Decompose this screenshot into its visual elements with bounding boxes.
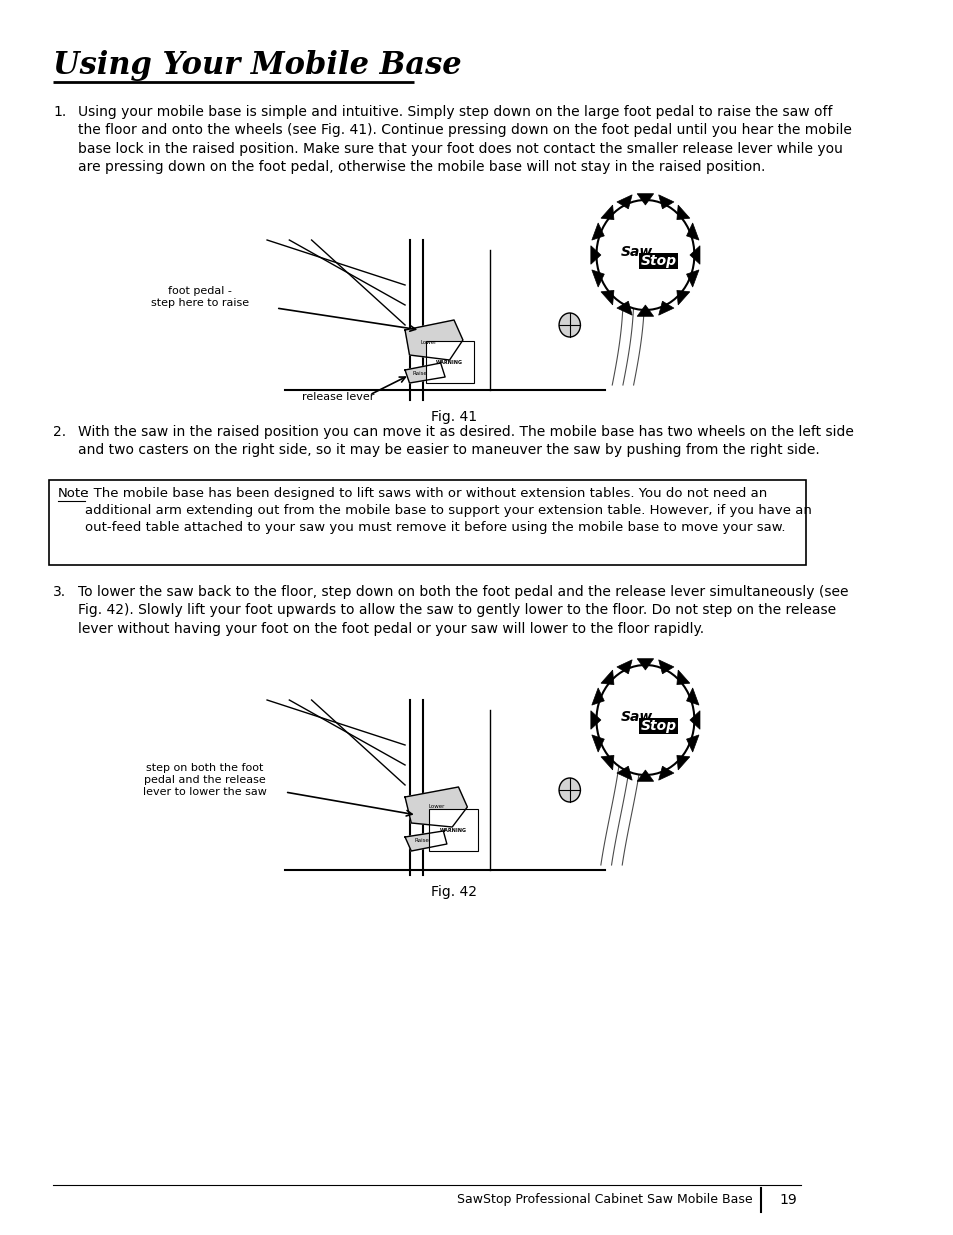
Polygon shape <box>600 205 614 220</box>
Text: Fig. 41: Fig. 41 <box>431 410 476 424</box>
Text: Stop: Stop <box>640 254 676 268</box>
Text: Fig. 42: Fig. 42 <box>431 885 476 899</box>
Text: 1.: 1. <box>53 105 67 119</box>
Polygon shape <box>600 756 614 769</box>
Polygon shape <box>658 659 673 674</box>
Bar <box>49 480 805 564</box>
Polygon shape <box>677 290 689 305</box>
Polygon shape <box>617 195 632 209</box>
Circle shape <box>596 664 694 776</box>
Circle shape <box>558 778 579 802</box>
Text: Raise: Raise <box>415 839 429 844</box>
Text: Note: Note <box>58 487 90 500</box>
Polygon shape <box>591 270 603 287</box>
Text: Using Your Mobile Base: Using Your Mobile Base <box>53 49 461 82</box>
Circle shape <box>558 312 579 337</box>
Text: foot pedal -
step here to raise: foot pedal - step here to raise <box>152 287 249 308</box>
Text: Stop: Stop <box>640 719 676 734</box>
Text: 19: 19 <box>779 1193 796 1207</box>
Polygon shape <box>689 710 700 729</box>
Polygon shape <box>405 363 445 383</box>
Polygon shape <box>591 735 603 752</box>
Polygon shape <box>405 320 462 359</box>
Polygon shape <box>658 301 673 315</box>
Polygon shape <box>686 735 699 752</box>
Polygon shape <box>617 301 632 315</box>
Text: release lever: release lever <box>302 391 375 403</box>
Polygon shape <box>590 710 600 729</box>
Polygon shape <box>637 769 653 782</box>
Polygon shape <box>686 688 699 705</box>
Text: WARNING: WARNING <box>439 827 466 832</box>
Polygon shape <box>686 270 699 287</box>
Polygon shape <box>637 305 653 316</box>
Polygon shape <box>591 688 603 705</box>
Polygon shape <box>686 224 699 240</box>
Text: Saw: Saw <box>619 710 652 724</box>
Polygon shape <box>677 205 689 220</box>
Text: With the saw in the raised position you can move it as desired. The mobile base : With the saw in the raised position you … <box>78 425 853 457</box>
Polygon shape <box>600 290 614 305</box>
Polygon shape <box>637 194 653 205</box>
Polygon shape <box>590 246 600 264</box>
Polygon shape <box>591 224 603 240</box>
Polygon shape <box>405 787 467 827</box>
Polygon shape <box>689 246 700 264</box>
Polygon shape <box>658 766 673 781</box>
Bar <box>425 341 474 383</box>
Bar <box>429 809 477 851</box>
Text: To lower the saw back to the floor, step down on both the foot pedal and the rel: To lower the saw back to the floor, step… <box>78 585 848 636</box>
Polygon shape <box>658 195 673 209</box>
Text: Using your mobile base is simple and intuitive. Simply step down on the large fo: Using your mobile base is simple and int… <box>78 105 851 174</box>
Text: 3.: 3. <box>53 585 67 599</box>
Text: Lower: Lower <box>420 341 436 346</box>
Polygon shape <box>617 766 632 781</box>
Polygon shape <box>677 756 689 769</box>
Text: 2.: 2. <box>53 425 67 438</box>
Polygon shape <box>617 659 632 674</box>
Polygon shape <box>600 671 614 684</box>
Polygon shape <box>405 831 446 851</box>
Text: step on both the foot
pedal and the release
lever to lower the saw: step on both the foot pedal and the rele… <box>143 763 267 797</box>
Circle shape <box>596 200 694 310</box>
Text: Lower: Lower <box>428 804 444 809</box>
Text: SawStop Professional Cabinet Saw Mobile Base: SawStop Professional Cabinet Saw Mobile … <box>456 1193 752 1207</box>
Polygon shape <box>677 671 689 684</box>
Text: Saw: Saw <box>619 245 652 259</box>
Text: : The mobile base has been designed to lift saws with or without extension table: : The mobile base has been designed to l… <box>85 487 811 534</box>
Text: Raise: Raise <box>413 370 427 375</box>
Text: WARNING: WARNING <box>436 359 462 364</box>
Polygon shape <box>637 658 653 671</box>
